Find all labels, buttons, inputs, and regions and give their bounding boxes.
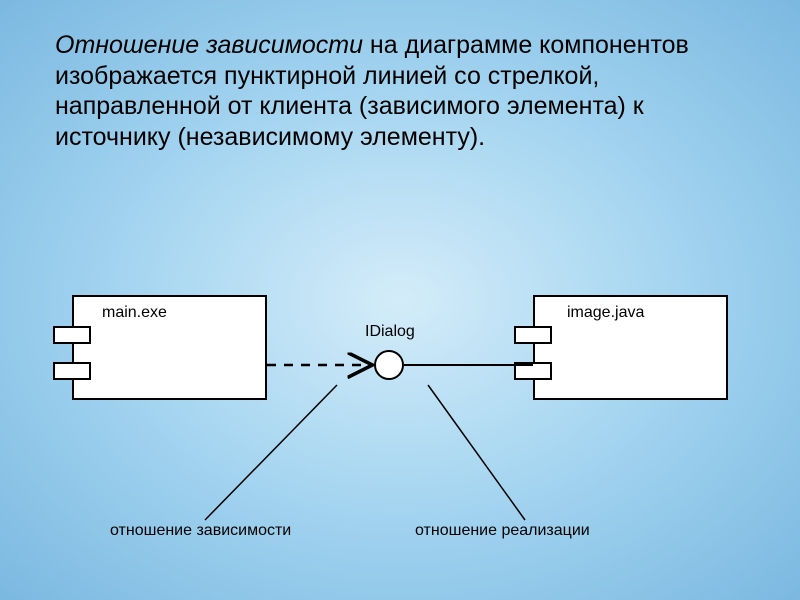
component-image-java-label: image.java bbox=[567, 304, 644, 322]
component-lug bbox=[514, 326, 552, 344]
component-main-exe: main.exe bbox=[72, 295, 267, 400]
emphasis-term: Отношение зависимости bbox=[55, 31, 370, 59]
interface-idialog-circle bbox=[374, 350, 404, 380]
callout-label-dependency: отношение зависимости bbox=[110, 522, 291, 540]
component-main-exe-label: main.exe bbox=[102, 304, 167, 322]
callout-label-realization: отношение реализации bbox=[415, 522, 590, 540]
callout-line-realization bbox=[428, 385, 525, 520]
component-lug bbox=[53, 326, 91, 344]
description-paragraph: Отношение зависимости на диаграмме компо… bbox=[55, 30, 745, 152]
component-lug bbox=[53, 362, 91, 380]
component-lug bbox=[514, 362, 552, 380]
slide: Отношение зависимости на диаграмме компо… bbox=[0, 0, 800, 600]
component-image-java: image.java bbox=[533, 295, 728, 400]
callout-line-dependency bbox=[205, 385, 337, 520]
interface-idialog-label: IDialog bbox=[365, 323, 415, 341]
